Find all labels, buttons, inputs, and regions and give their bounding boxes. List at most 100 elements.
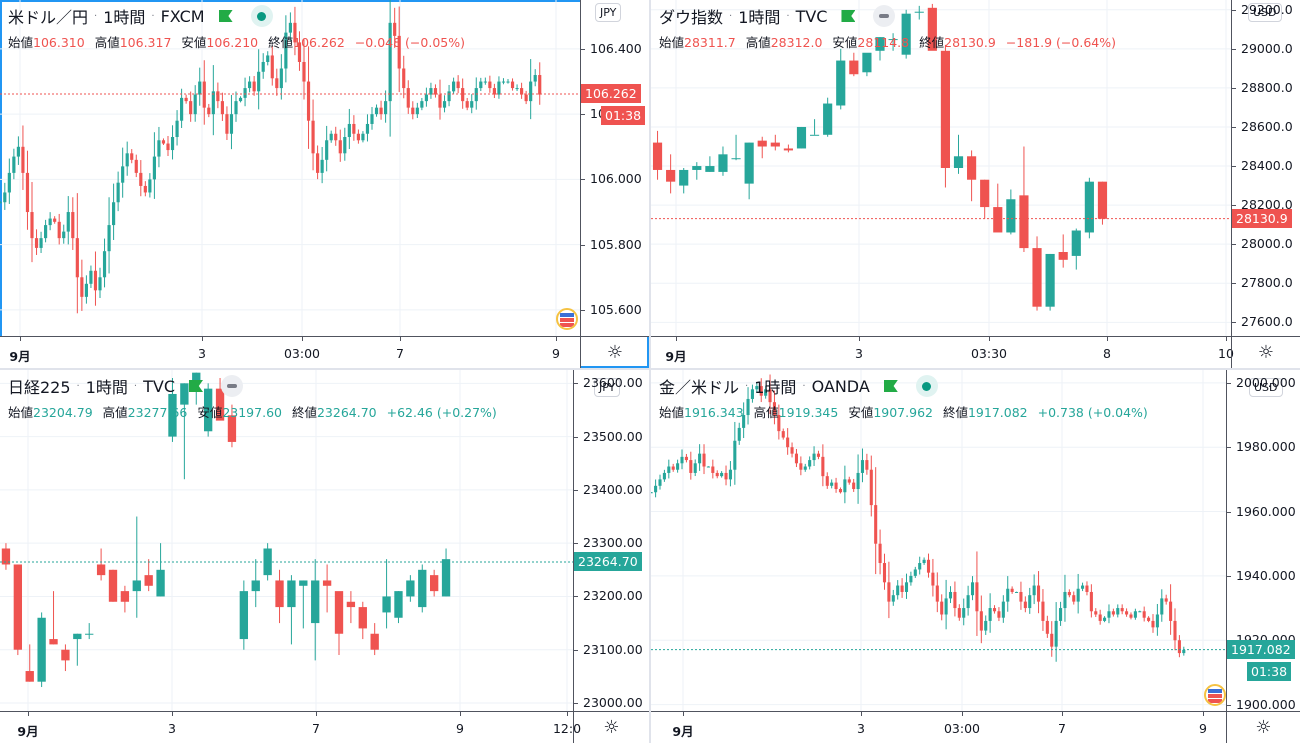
price-axis[interactable]: JPY 23600.00 23500.00 23400.00 23300.00 2320… <box>573 370 649 711</box>
time-tick-label: 9月 <box>9 349 31 364</box>
price-tick-label: 29200.0 <box>1241 1 1293 17</box>
price-tick <box>1232 205 1236 207</box>
price-tick <box>1227 575 1231 577</box>
last-price-label: 106.262 <box>581 83 641 103</box>
time-axis[interactable]: 9月 3 7 9 12:0 <box>0 711 581 743</box>
flag-icon[interactable] <box>841 10 856 22</box>
currency-badge[interactable]: USD <box>1248 3 1282 22</box>
price-tick <box>581 309 585 311</box>
chart-settings-gear-icon[interactable]: ☼ <box>580 336 649 368</box>
time-tick <box>859 337 860 341</box>
chart-legend: 日経225 · 1時間 · TVC 始値23204.79 高値23277.66 安値… <box>8 374 503 421</box>
us-economic-event-icon[interactable] <box>1204 684 1226 706</box>
price-tick <box>574 703 578 704</box>
close-value: 23264.70 <box>316 405 377 420</box>
low-value: 1907.962 <box>873 405 933 420</box>
chart-panel-xauusd[interactable]: 金／米ドル · 1時間 · OANDA 始値1916.343 高値1919.345 … <box>651 370 1300 743</box>
price-tick <box>1227 382 1231 384</box>
time-tick <box>683 712 684 716</box>
price-tick-label: 23000.00 <box>583 695 643 710</box>
time-tick <box>172 712 173 716</box>
time-tick-label: 03:00 <box>283 346 321 361</box>
interval[interactable]: 1時間 <box>754 378 797 397</box>
time-tick-label: 9月 <box>17 724 39 739</box>
price-tick-label: 1900.000 <box>1236 696 1296 712</box>
time-tick-label: 9 <box>1199 721 1207 736</box>
last-price-label: 28130.9 <box>1232 208 1292 228</box>
time-tick <box>316 712 317 716</box>
time-tick <box>676 337 677 341</box>
chart-settings-gear-icon[interactable]: ☼ <box>1231 336 1300 368</box>
price-tick <box>574 543 578 545</box>
time-tick-label: 7 <box>312 721 320 736</box>
symbol-name[interactable]: 日経225 <box>8 378 71 397</box>
price-tick <box>1232 9 1236 11</box>
time-tick-label: 3 <box>168 721 176 736</box>
layout-divider-vertical[interactable] <box>649 0 651 743</box>
candlestick-plot[interactable] <box>651 0 1231 336</box>
change-value: +0.738 (+0.04%) <box>1037 405 1148 420</box>
time-tick-label: 8 <box>1103 346 1111 361</box>
close-value: 28130.9 <box>944 35 996 50</box>
price-tick-label: 23500.00 <box>583 428 643 444</box>
low-value: 28114.8 <box>857 35 910 50</box>
candlestick-plot[interactable] <box>0 370 573 711</box>
price-tick <box>1227 511 1231 513</box>
time-tick-label: 9 <box>456 721 464 736</box>
time-tick-label: 3 <box>855 346 863 361</box>
flag-icon[interactable] <box>218 10 233 22</box>
currency-badge[interactable]: JPY <box>594 378 621 397</box>
price-tick <box>581 244 585 246</box>
price-tick-label: 1980.000 <box>1236 439 1296 455</box>
flag-icon[interactable] <box>189 380 203 392</box>
interval[interactable]: 1時間 <box>85 378 128 397</box>
chart-settings-gear-icon[interactable]: ☼ <box>1226 711 1300 743</box>
price-tick <box>581 179 585 181</box>
price-axis[interactable]: JPY 106.400106.200106.000105.800105.6001… <box>580 0 649 336</box>
bar-countdown-label: 01:38 <box>601 105 646 125</box>
time-tick <box>962 712 963 716</box>
market-closed-icon <box>873 5 896 27</box>
candlestick-plot[interactable] <box>0 0 580 336</box>
price-axis[interactable]: USD 2000.0001980.0001960.0001940.0001920… <box>1226 370 1300 712</box>
time-axis[interactable]: 9月 3 03:30 8 10 <box>651 336 1234 368</box>
price-tick-label: 105.800 <box>590 236 642 252</box>
time-axis[interactable]: 9月 3 03:00 7 9 <box>0 336 580 368</box>
currency-badge[interactable]: USD <box>1249 378 1283 397</box>
symbol-name[interactable]: 米ドル／円 <box>8 8 89 27</box>
symbol-name[interactable]: 金／米ドル <box>659 378 740 397</box>
price-tick <box>1232 126 1236 128</box>
chart-panel-dji[interactable]: ダウ指数 · 1時間 · TVC 始値28311.7 高値28312.0 安値281… <box>651 0 1300 368</box>
price-tick-label: 28600.0 <box>1241 118 1293 134</box>
open-value: 23204.79 <box>33 405 93 420</box>
layout-divider-horizontal[interactable] <box>0 368 1300 370</box>
high-value: 106.317 <box>119 35 172 50</box>
price-tick-label: 23400.00 <box>583 481 643 497</box>
flag-icon[interactable] <box>883 380 898 392</box>
symbol-name[interactable]: ダウ指数 <box>659 8 724 27</box>
price-tick-label: 23300.00 <box>583 535 643 551</box>
price-tick <box>1232 166 1236 168</box>
chart-panel-nikkei225[interactable]: 日経225 · 1時間 · TVC 始値23204.79 高値23277.66 安値… <box>0 370 649 743</box>
price-tick-label: 106.000 <box>590 171 642 187</box>
us-economic-event-icon[interactable] <box>556 308 578 330</box>
chart-panel-usdjpy[interactable]: 米ドル／円 · 1時間 · FXCM 始値106.310 高値106.317 安値1… <box>0 0 649 368</box>
time-tick <box>28 712 29 716</box>
time-tick <box>1062 712 1063 716</box>
high-value: 23277.66 <box>127 405 188 420</box>
market-closed-icon <box>221 375 243 397</box>
price-tick-label: 28000.0 <box>1241 236 1293 252</box>
interval[interactable]: 1時間 <box>103 8 146 27</box>
time-axis[interactable]: 9月 3 03:00 7 9 <box>651 711 1226 743</box>
time-tick <box>989 337 990 341</box>
interval[interactable]: 1時間 <box>738 8 781 27</box>
currency-badge[interactable]: JPY <box>595 3 622 22</box>
candlestick-plot[interactable] <box>651 370 1226 711</box>
chart-legend: 金／米ドル · 1時間 · OANDA 始値1916.343 高値1919.345 … <box>659 374 1154 421</box>
price-axis[interactable]: USD 29200.0 29000.0 28800.0 28600.0 28400.0 2… <box>1231 0 1300 336</box>
price-tick <box>581 48 585 50</box>
price-tick-label: 27600.0 <box>1241 314 1293 330</box>
time-tick <box>400 337 401 341</box>
chart-settings-gear-icon[interactable]: ☼ <box>573 711 649 743</box>
price-tick-label: 28400.0 <box>1241 158 1293 174</box>
